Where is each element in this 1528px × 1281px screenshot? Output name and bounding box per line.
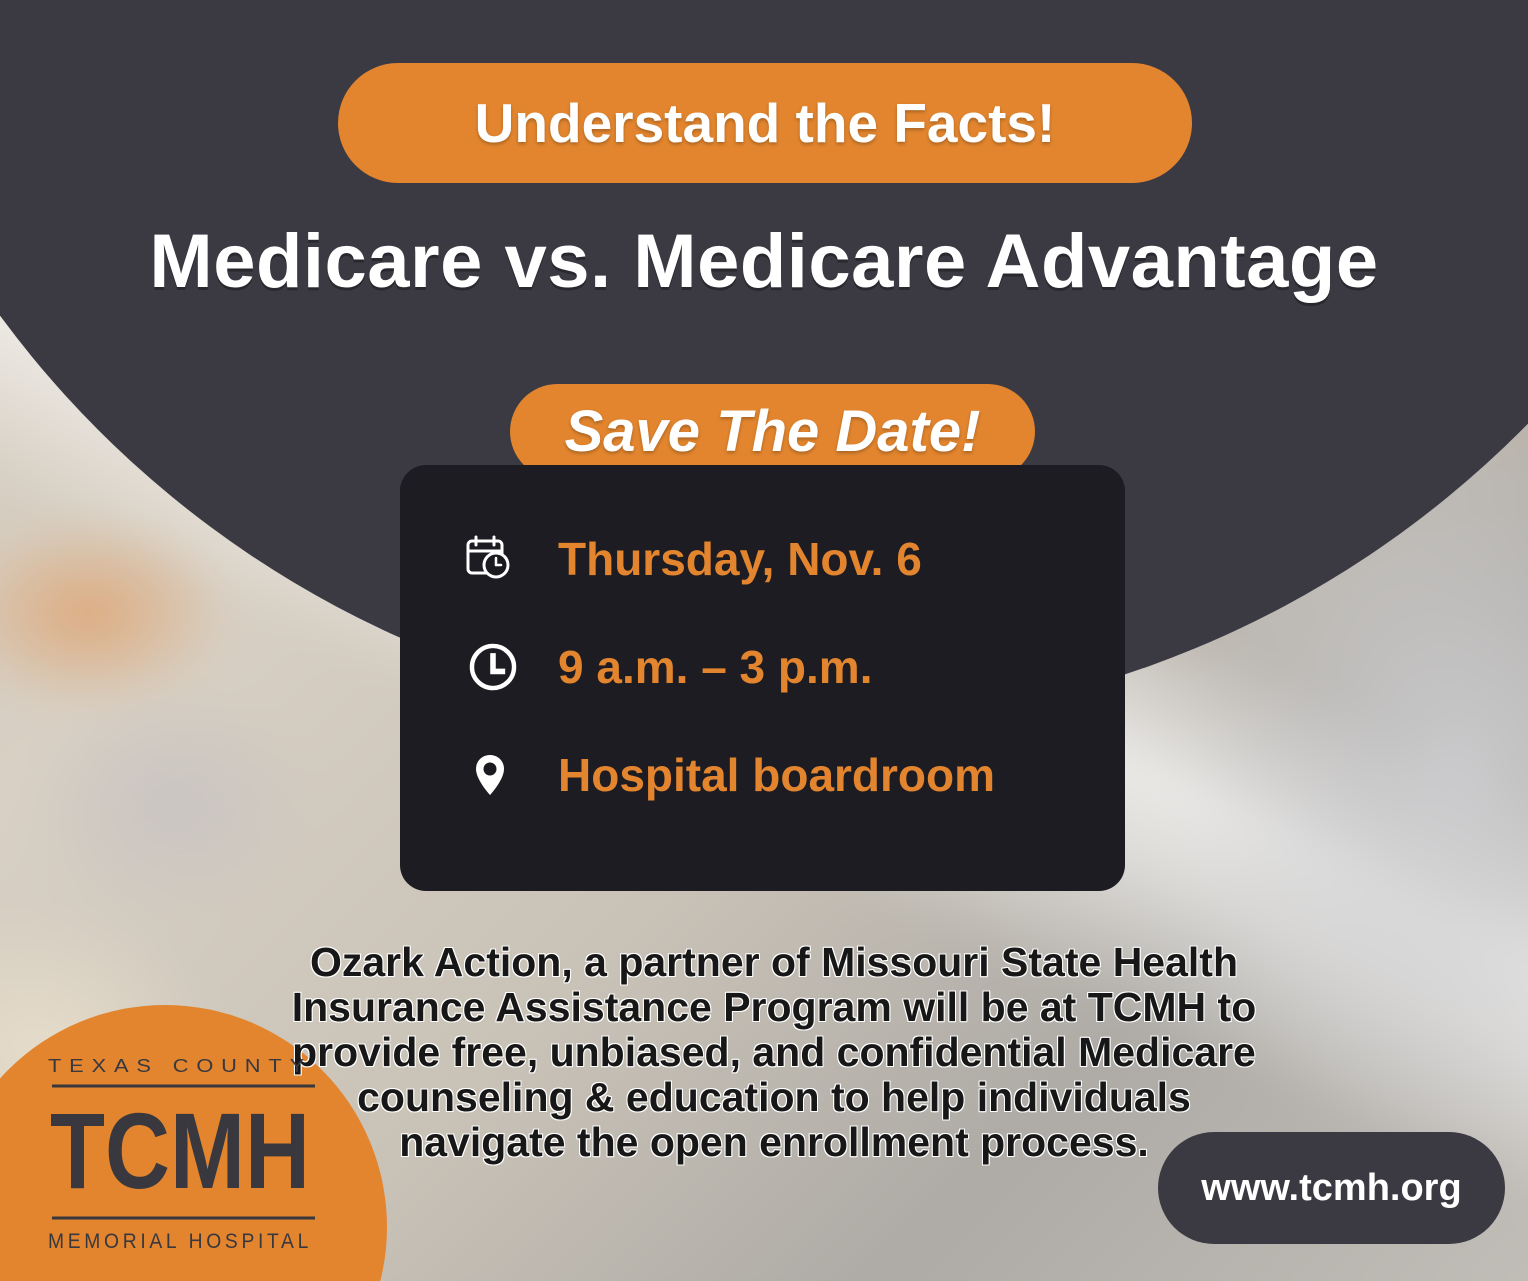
svg-text:TCMH: TCMH [50,1090,310,1211]
svg-text:TEXAS COUNTY: TEXAS COUNTY [48,1056,312,1076]
svg-text:MEMORIAL HOSPITAL: MEMORIAL HOSPITAL [48,1230,312,1253]
